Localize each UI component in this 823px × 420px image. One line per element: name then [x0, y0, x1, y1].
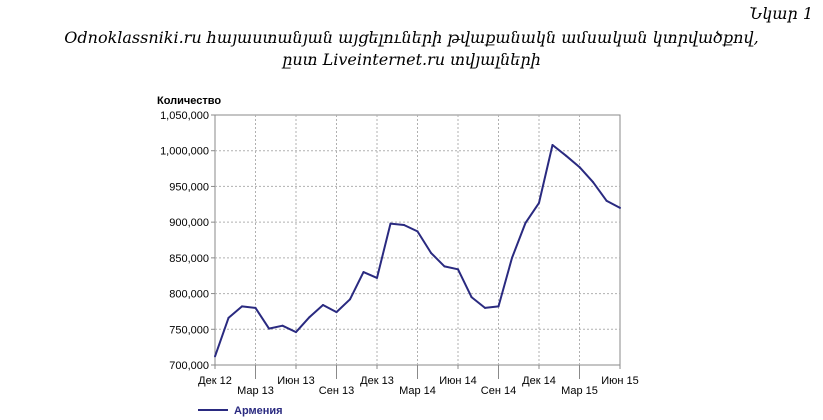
y-tick-label: 700,000: [169, 360, 209, 372]
x-tick-label: Сен 13: [319, 385, 354, 397]
legend-label: Армения: [234, 405, 283, 417]
y-tick-label: 750,000: [169, 324, 209, 336]
data-point: [470, 296, 473, 299]
y-tick-label: 950,000: [169, 181, 209, 193]
x-tick-label: Июн 15: [601, 375, 639, 387]
x-tick-label: Мар 15: [561, 385, 598, 397]
figure-caption-line-2: ըստ Liveinternet.ru տվյալների: [282, 50, 541, 69]
y-tick-label: 900,000: [169, 217, 209, 229]
data-point: [605, 199, 608, 202]
x-tick-label: Мар 13: [237, 385, 274, 397]
data-point: [430, 251, 432, 254]
data-point: [214, 355, 216, 358]
x-tick-label: Июн 14: [439, 375, 477, 387]
data-point: [578, 166, 581, 169]
data-point: [241, 305, 243, 308]
y-tick-label: 850,000: [169, 253, 209, 265]
y-axis-label: Количество: [157, 95, 221, 107]
data-point: [403, 224, 405, 226]
data-point: [389, 222, 392, 225]
y-tick-label: 800,000: [169, 289, 209, 301]
data-point: [511, 256, 513, 259]
data-point: [592, 181, 594, 184]
data-point: [281, 324, 284, 327]
x-tick-label: Дек 14: [522, 375, 556, 387]
figure-label: Նկար 1: [749, 4, 814, 23]
data-point: [376, 276, 378, 279]
data-point: [349, 298, 351, 301]
y-tick-label: 1,050,000: [160, 110, 209, 122]
data-point: [619, 206, 621, 209]
y-tick-label: 1,000,000: [160, 146, 209, 158]
data-point: [524, 221, 527, 224]
data-point: [457, 268, 459, 271]
data-point: [484, 306, 486, 309]
x-tick-label: Дек 12: [198, 375, 232, 387]
data-point: [443, 265, 446, 268]
data-point: [254, 306, 257, 309]
x-tick-label: Мар 14: [399, 385, 436, 397]
data-point: [322, 304, 324, 306]
data-point: [565, 154, 567, 157]
x-tick-label: Сен 14: [481, 385, 516, 397]
x-tick-label: Дек 13: [360, 375, 394, 387]
data-point: [227, 316, 230, 319]
data-point: [335, 311, 338, 314]
data-point: [497, 305, 500, 308]
data-point: [268, 327, 270, 330]
figure-caption-line-1: Odnoklassniki.ru հայաստանյան այցելուների…: [64, 28, 759, 47]
data-point: [362, 271, 365, 274]
x-tick-label: Июн 13: [277, 375, 315, 387]
data-point: [295, 331, 297, 334]
data-point: [538, 201, 540, 204]
data-point: [308, 316, 311, 319]
data-point: [551, 144, 554, 146]
data-point: [416, 230, 419, 233]
